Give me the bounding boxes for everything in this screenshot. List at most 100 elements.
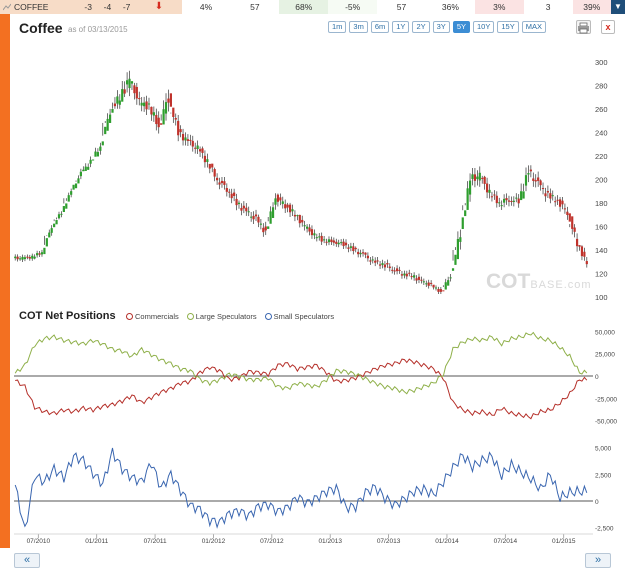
candle-body [471, 174, 474, 179]
small-spec-y-tick-label: 5,000 [595, 446, 612, 453]
candle-body [123, 89, 126, 94]
candle-body [16, 256, 19, 260]
candle-body [218, 182, 221, 185]
candle-body [481, 177, 484, 179]
candle-body [262, 227, 265, 233]
range-button-1m[interactable]: 1m [328, 21, 347, 33]
prev-period-button[interactable]: « [14, 553, 40, 568]
candle-body [537, 177, 540, 181]
candle-body [388, 266, 391, 269]
candle-body [490, 196, 494, 198]
candle-body [332, 240, 335, 243]
price-y-tick-label: 100 [595, 293, 608, 302]
candle-body [31, 255, 34, 259]
candle-body [36, 253, 39, 256]
candle-body [303, 225, 306, 227]
candle-body [14, 256, 17, 259]
candle-body [313, 233, 316, 236]
legend-small-speculators[interactable]: Small Speculators [264, 312, 334, 321]
price-y-tick-label: 300 [595, 58, 608, 67]
candle-body [191, 140, 194, 147]
candle-body [291, 209, 294, 212]
candle-body [237, 202, 241, 205]
range-button-max[interactable]: MAX [521, 21, 546, 33]
range-button-15y[interactable]: 15Y [497, 21, 519, 33]
candle-body [184, 137, 187, 141]
candle-body [459, 237, 462, 242]
x-tick-label: 01/2015 [552, 538, 576, 545]
candle-body [48, 232, 51, 238]
candle-body [281, 201, 284, 204]
x-tick-label: 07/2013 [377, 538, 401, 545]
candle-body [466, 188, 469, 210]
range-button-6m[interactable]: 6m [370, 21, 390, 33]
candle-body [267, 226, 270, 229]
candle-body [179, 129, 182, 133]
dropdown-arrow-icon[interactable]: ▼ [611, 0, 625, 14]
candle-body [549, 193, 552, 199]
candle-body [454, 254, 457, 265]
candle-body [415, 278, 418, 281]
candle-body [194, 147, 197, 149]
candle-body [50, 228, 53, 233]
x-tick-label: 07/2010 [27, 538, 51, 545]
candle-body [447, 280, 450, 286]
candle-body [26, 256, 29, 258]
candle-body [512, 200, 515, 202]
candle-body [296, 215, 299, 217]
candle-body [70, 191, 73, 195]
candle-body [82, 169, 85, 172]
candle-body [556, 199, 559, 201]
candle-body [138, 98, 141, 100]
candle-body [55, 220, 58, 225]
candle-body [233, 192, 236, 196]
range-button-3y[interactable]: 3Y [432, 21, 450, 33]
candle-body [413, 275, 416, 278]
candle-body [335, 241, 338, 244]
candle-body [386, 262, 389, 265]
candle-body [383, 264, 387, 268]
candle-body [67, 195, 70, 202]
candle-body [201, 148, 204, 153]
range-button-5y[interactable]: 5Y [452, 21, 471, 33]
cot-section-title: COT Net Positions [19, 310, 116, 322]
candle-body [495, 195, 498, 204]
candle-body [196, 145, 199, 149]
metric-4: -5% [328, 0, 378, 14]
cot-legend: Commercials Large Speculators Small Spec… [126, 312, 334, 321]
candle-body [284, 204, 287, 209]
legend-large-speculators[interactable]: Large Speculators [186, 312, 257, 321]
printer-icon [578, 22, 589, 34]
candle-body [464, 210, 467, 217]
close-button[interactable]: x [601, 20, 615, 34]
candle-body [425, 283, 428, 285]
range-button-2y[interactable]: 2Y [412, 21, 430, 33]
candle-body [152, 112, 155, 116]
candle-body [371, 259, 374, 261]
print-button[interactable] [576, 20, 591, 34]
candle-body [498, 202, 501, 204]
candle-body [391, 269, 394, 271]
candle-body [104, 126, 107, 135]
candle-body [164, 102, 168, 114]
candle-body [478, 172, 481, 181]
left-accent-bar [0, 14, 10, 548]
range-button-10y[interactable]: 10Y [473, 21, 495, 33]
x-tick-label: 07/2011 [144, 538, 167, 545]
next-period-button[interactable]: » [585, 553, 611, 568]
metric-8: 3 [545, 2, 551, 12]
candle-body [330, 239, 333, 243]
candle-body [427, 282, 430, 286]
candle-body [417, 276, 421, 280]
range-button-3m[interactable]: 3m [349, 21, 368, 33]
legend-commercials[interactable]: Commercials [126, 312, 179, 321]
coffee-summary-row[interactable]: COFFEE -3 -4 -7 ⬇ 4% 57 68% -5% 57 36% 3… [0, 0, 625, 14]
x-tick-label: 01/2011 [85, 538, 108, 545]
range-button-1y[interactable]: 1Y [392, 21, 410, 33]
candle-body [186, 139, 190, 141]
candle-body [62, 206, 65, 212]
candle-body [245, 207, 248, 212]
candle-body [247, 211, 250, 213]
candle-body [240, 207, 243, 211]
candle-body [432, 284, 435, 288]
